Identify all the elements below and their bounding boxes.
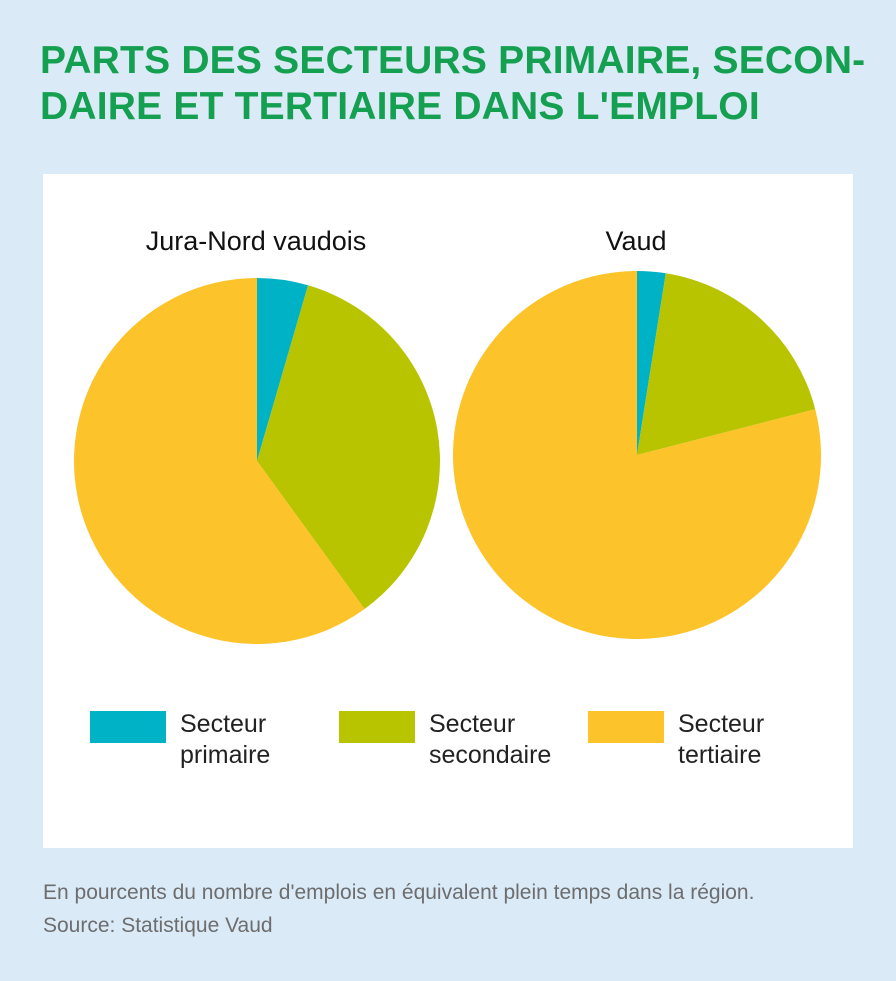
legend-item-secondaire: Secteur secondaire (339, 709, 579, 771)
pie-slice-primaire (257, 278, 309, 461)
legend-swatch-primaire (90, 711, 166, 743)
legend-swatch-tertiaire (588, 711, 664, 743)
pie-slice-tertiaire (453, 271, 821, 639)
legend-label-primaire-line1: Secteur (180, 710, 267, 738)
legend-label-tertiaire-line2: tertiaire (678, 741, 762, 769)
pie-slice-tertiaire (73, 278, 365, 644)
chart-panel: Jura-Nord vaudois Vaud Secteur primaire … (43, 174, 853, 848)
footer-note: En pourcents du nombre d'emplois en équi… (43, 881, 755, 904)
title-line-1: PARTS DES SECTEURS PRIMAIRE, SECON- (40, 39, 866, 82)
footer-source: Source: Statistique Vaud (43, 914, 273, 937)
chart-footer: En pourcents du nombre d'emplois en équi… (43, 876, 863, 942)
pie-chart-jura-nord-vaudois (73, 278, 440, 644)
pie-slice-secondaire (637, 273, 816, 455)
pie-chart-vaud (453, 271, 821, 639)
chart-title-main: PARTS DES SECTEURS PRIMAIRE, SECON- DAIR… (40, 38, 870, 130)
legend: Secteur primaire Secteur secondaire Sect… (43, 709, 853, 789)
legend-label-secondaire-line1: Secteur (429, 710, 516, 738)
legend-item-tertiaire: Secteur tertiaire (588, 709, 828, 771)
legend-swatch-secondaire (339, 711, 415, 743)
legend-label-secondaire: Secteur secondaire (429, 709, 579, 771)
pie-slice-primaire (637, 271, 666, 455)
legend-label-primaire-line2: primaire (180, 741, 271, 769)
pie-title-vaud: Vaud (605, 226, 667, 256)
legend-label-tertiaire: Secteur tertiaire (678, 709, 828, 771)
legend-label-primaire: Secteur primaire (180, 709, 330, 771)
title-line-2: DAIRE ET TERTIAIRE DANS L'EMPLOI (40, 85, 760, 128)
pie-title-jura-nord-vaudois: Jura-Nord vaudois (145, 226, 367, 256)
legend-label-secondaire-line2: secondaire (429, 741, 552, 769)
legend-label-tertiaire-line1: Secteur (678, 710, 765, 738)
legend-item-primaire: Secteur primaire (90, 709, 330, 771)
pie-slice-secondaire (257, 285, 440, 610)
